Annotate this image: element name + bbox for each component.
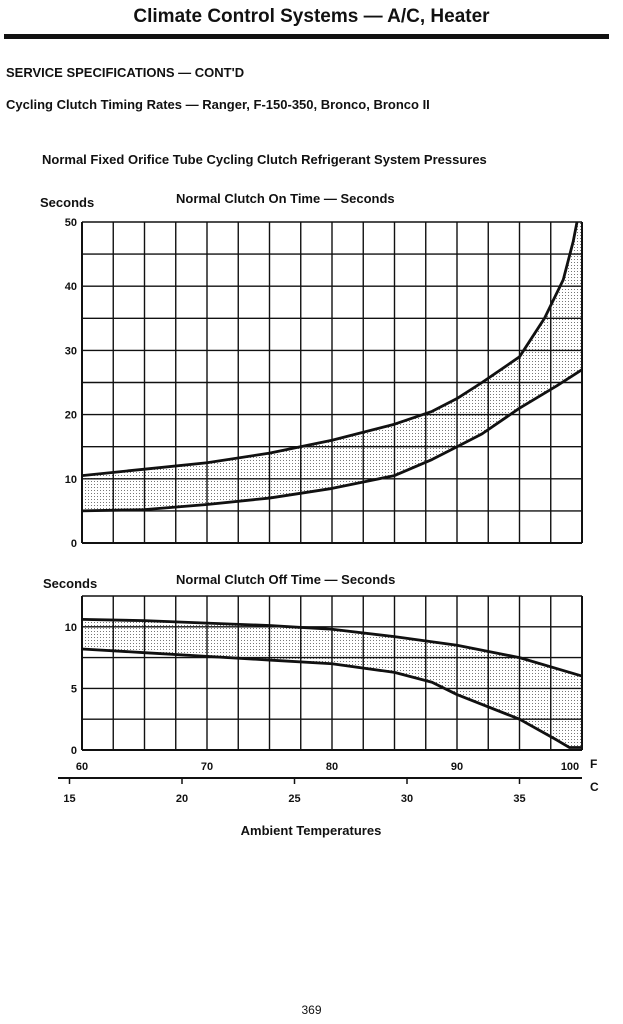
celsius-tick-label: 35 bbox=[513, 793, 525, 805]
page-number: 369 bbox=[301, 1003, 322, 1017]
y-tick-label: 10 bbox=[65, 474, 77, 486]
y-tick-label: 50 bbox=[65, 217, 77, 229]
celsius-unit: C bbox=[590, 780, 599, 794]
section-heading: SERVICE SPECIFICATIONS — CONT'D bbox=[6, 65, 245, 80]
y-tick-label: 20 bbox=[65, 410, 77, 422]
fahrenheit-tick-label: 60 bbox=[76, 761, 88, 773]
series-lower-line bbox=[81, 368, 583, 513]
figure-title: Normal Fixed Orifice Tube Cycling Clutch… bbox=[42, 152, 487, 167]
series-lower-line bbox=[81, 647, 582, 749]
on-time-y-label: Seconds bbox=[40, 195, 94, 210]
celsius-tick-label: 25 bbox=[288, 793, 300, 805]
fahrenheit-unit: F bbox=[590, 757, 597, 771]
y-tick-label: 5 bbox=[71, 683, 77, 695]
fahrenheit-tick-label: 90 bbox=[451, 761, 463, 773]
y-tick-label: 0 bbox=[71, 538, 77, 550]
off-time-chart-title: Normal Clutch Off Time — Seconds bbox=[176, 572, 395, 587]
series-upper-line bbox=[81, 618, 583, 678]
header-rule bbox=[4, 34, 609, 39]
y-tick-label: 30 bbox=[65, 345, 77, 357]
celsius-tick-label: 15 bbox=[63, 793, 75, 805]
fahrenheit-tick-label: 70 bbox=[201, 761, 213, 773]
subsection-heading: Cycling Clutch Timing Rates — Ranger, F-… bbox=[6, 97, 430, 112]
series-upper-line bbox=[81, 221, 579, 477]
y-tick-label: 10 bbox=[65, 622, 77, 634]
off-time-y-label: Seconds bbox=[43, 576, 97, 591]
celsius-tick-label: 20 bbox=[176, 793, 188, 805]
chart-0: 0 10 20 30 40 50 bbox=[65, 217, 583, 550]
y-tick-label: 0 bbox=[71, 745, 77, 757]
page-header-title: Climate Control Systems — A/C, Heater bbox=[133, 6, 490, 27]
fahrenheit-tick-label: 80 bbox=[326, 761, 338, 773]
celsius-tick-label: 30 bbox=[401, 793, 413, 805]
y-tick-label: 40 bbox=[65, 281, 77, 293]
fahrenheit-tick-label: 100 bbox=[561, 761, 579, 773]
chart-1: 0 5 10 bbox=[65, 595, 583, 757]
on-time-chart-title: Normal Clutch On Time — Seconds bbox=[176, 191, 395, 206]
x-axis-label: Ambient Temperatures bbox=[241, 823, 382, 838]
